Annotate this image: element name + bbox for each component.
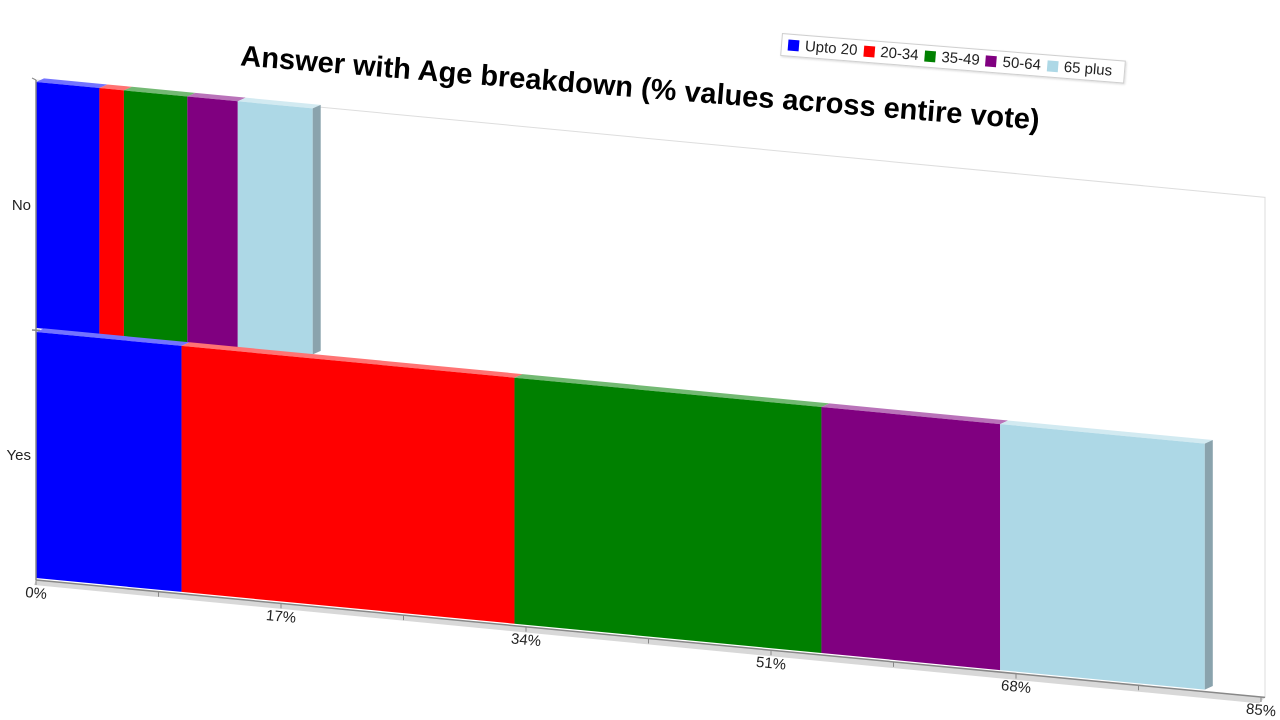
legend-swatch bbox=[985, 55, 998, 68]
x-tick-label: 85% bbox=[1245, 701, 1276, 720]
legend-swatch bbox=[862, 45, 875, 58]
legend-label: 65 plus bbox=[1063, 58, 1113, 80]
bar-top-no-3 bbox=[187, 92, 246, 102]
y-tick-label: Yes bbox=[7, 447, 31, 464]
bar-top-no-0 bbox=[36, 78, 108, 89]
bar-top-no-2 bbox=[123, 86, 196, 97]
y-tick-label: No bbox=[12, 197, 31, 214]
legend-item: 65 plus bbox=[1046, 57, 1113, 80]
bar-yes-35-49 bbox=[514, 377, 822, 654]
bar-side-no bbox=[312, 104, 321, 355]
bar-no-65-plus bbox=[237, 101, 313, 355]
bar-top-yes-0 bbox=[36, 328, 190, 346]
legend-swatch bbox=[924, 50, 936, 63]
bar-top-no-4 bbox=[237, 97, 321, 109]
bar-no-upto-20 bbox=[36, 82, 100, 335]
legend-label: 20-34 bbox=[879, 43, 920, 64]
bar-top-yes-3 bbox=[821, 403, 1009, 425]
legend-item: Upto 20 bbox=[787, 37, 859, 60]
bar-yes-50-64 bbox=[821, 407, 1001, 671]
bar-no-50-64 bbox=[187, 96, 238, 348]
x-axis-line bbox=[35, 579, 1266, 699]
bar-yes-20-34 bbox=[181, 345, 515, 624]
plot-floor bbox=[34, 580, 1265, 704]
legend-swatch bbox=[787, 39, 800, 52]
x-tick-label: 68% bbox=[1000, 677, 1031, 697]
x-tick-label: 0% bbox=[24, 584, 47, 603]
legend-item: 50-64 bbox=[985, 52, 1042, 74]
bar-top-yes-2 bbox=[514, 374, 830, 408]
bar-yes-upto-20 bbox=[36, 332, 182, 592]
x-tick-label: 34% bbox=[510, 630, 541, 650]
legend-item: 20-34 bbox=[862, 43, 920, 64]
bar-top-no-1 bbox=[99, 84, 132, 91]
x-tick-label: 17% bbox=[265, 607, 296, 627]
legend-label: 35-49 bbox=[940, 48, 981, 69]
legend-swatch bbox=[1046, 60, 1059, 73]
bar-side-yes bbox=[1204, 440, 1213, 690]
bar-top-yes-1 bbox=[181, 342, 523, 378]
y-axis-tick bbox=[31, 77, 37, 81]
legend-label: Upto 20 bbox=[804, 37, 859, 60]
bar-top-yes-4 bbox=[1000, 420, 1213, 444]
bar-no-20-34 bbox=[99, 88, 124, 337]
bar-yes-65-plus bbox=[1000, 424, 1205, 690]
x-tick-label: 51% bbox=[755, 654, 786, 674]
legend-item: 35-49 bbox=[924, 48, 981, 69]
legend-label: 50-64 bbox=[1001, 53, 1042, 74]
bar-no-35-49 bbox=[123, 90, 188, 343]
